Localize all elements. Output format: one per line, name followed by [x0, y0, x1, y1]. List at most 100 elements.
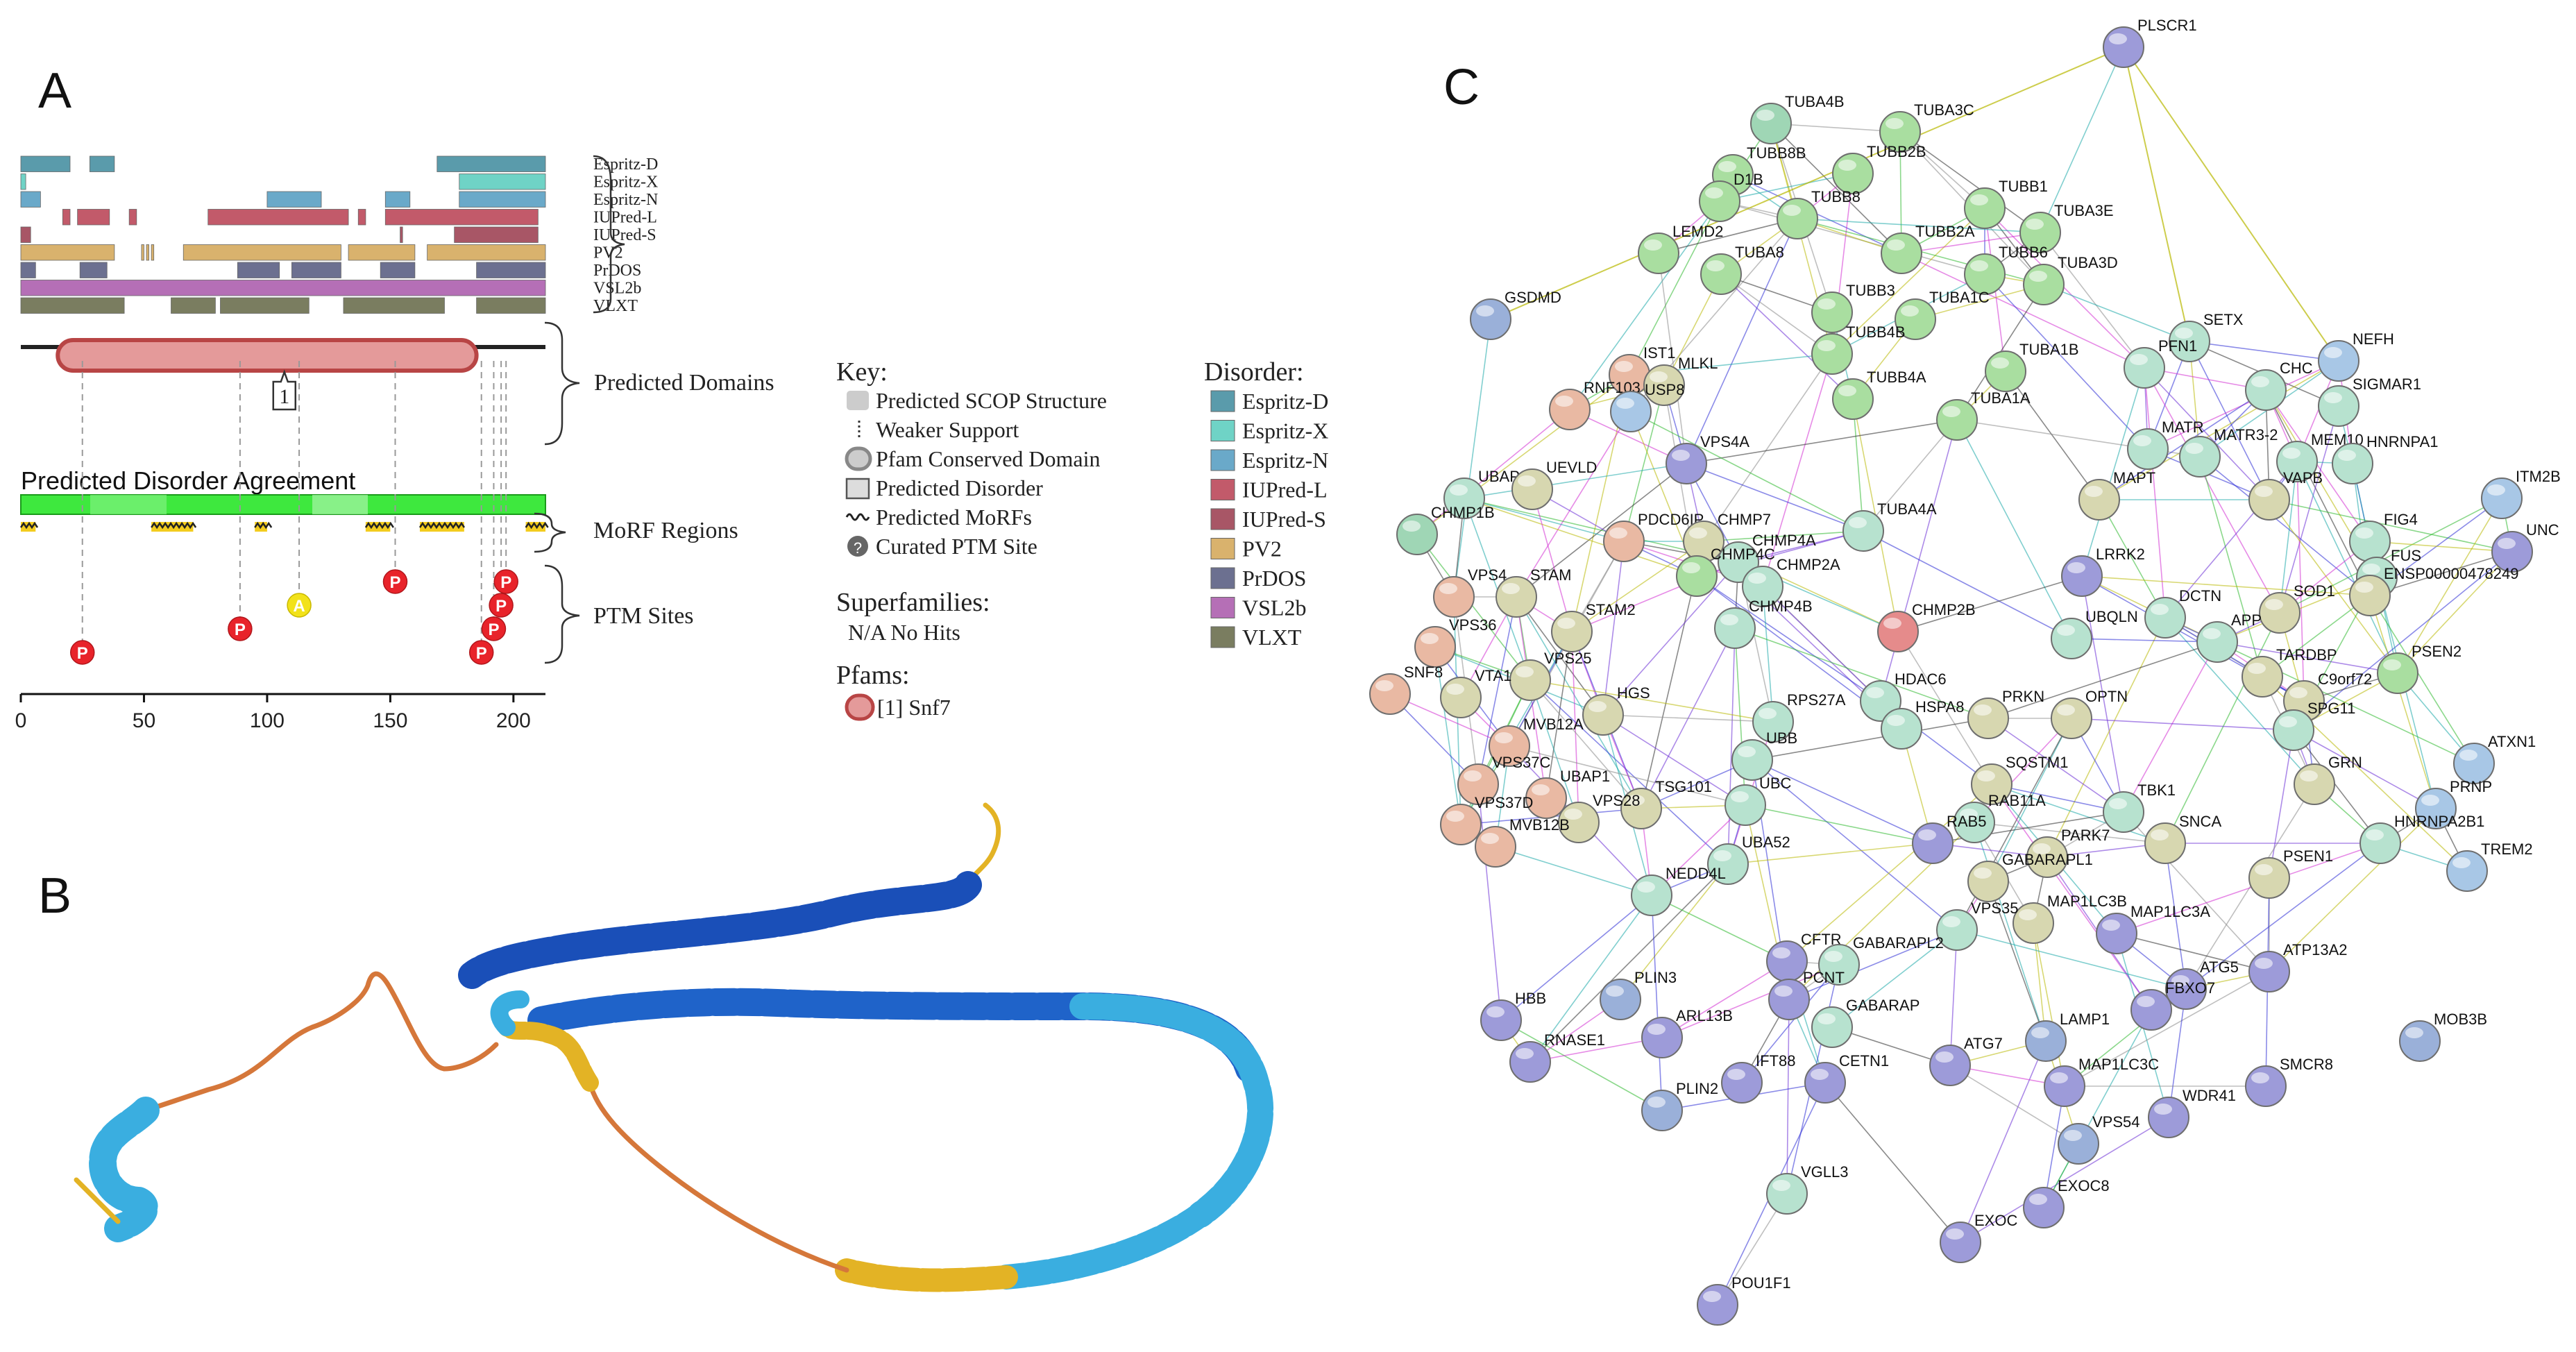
network-edge	[2189, 341, 2270, 500]
network-node: IFT88	[1721, 1052, 1795, 1104]
disorder-legend-swatch	[1210, 567, 1235, 589]
disorder-segment	[128, 209, 137, 226]
node-highlight	[1974, 704, 1992, 716]
network-edge	[1516, 596, 1604, 716]
network-edge	[1602, 561, 1739, 716]
network-node: SMCR8	[2245, 1056, 2333, 1107]
network-node: D1B	[1699, 171, 1763, 222]
network-edge	[1824, 1082, 1961, 1243]
network-edge	[2123, 47, 2339, 362]
node-highlight	[1772, 947, 1790, 958]
domain-number-tag: 1	[272, 369, 297, 411]
node-label: TARDBP	[2276, 646, 2337, 664]
node-label: UNC	[2526, 521, 2559, 539]
network-nodes: PLSCR1 TUBA4B TUBA3C TUBB8B TUBB2B D1B TUBB1 TU…	[1369, 17, 2561, 1326]
network-node: STAM	[1495, 566, 1571, 618]
axis-tick-label: 0	[15, 709, 27, 732]
network-edge	[2071, 718, 2294, 731]
panel-b-protein-structure	[74, 802, 1274, 1292]
network-edge	[1661, 964, 1840, 1038]
ptm-site-letter: P	[476, 644, 487, 663]
network-edge	[1988, 881, 2047, 1042]
network-node: HGS	[1582, 684, 1650, 736]
network-edge	[1530, 679, 1579, 823]
network-node: HNRNPA1	[2332, 433, 2439, 484]
node-label: TUBA3C	[1914, 101, 1974, 119]
node-label: VGLL3	[1801, 1163, 1849, 1181]
node-label: SIGMAR1	[2353, 375, 2421, 393]
network-node: PRKN	[1967, 688, 2044, 739]
node-label: ATXN1	[2488, 733, 2536, 750]
network-edge	[1762, 586, 1774, 723]
node-highlight	[1713, 850, 1731, 861]
node-label: ATG5	[2200, 958, 2239, 976]
network-edge	[2296, 461, 2398, 674]
network-edge	[1974, 822, 2047, 1042]
node-highlight	[2019, 909, 2037, 920]
node-highlight	[2064, 1130, 2082, 1141]
network-node: UBA52	[1707, 834, 1790, 885]
node-highlight	[1689, 527, 1707, 539]
disorder-legend-swatch	[1210, 626, 1235, 648]
superfamilies-value: N/A No Hits	[848, 620, 960, 645]
node-label: TUBB6	[1999, 244, 2048, 261]
network-node: MOB3B	[2399, 1011, 2487, 1062]
key-legend: Key: Predicted SCOP Structure Weaker Sup…	[836, 357, 1107, 721]
node-label: POU1F1	[1731, 1274, 1791, 1292]
network-edge	[1719, 173, 1854, 202]
ptm-brace	[544, 564, 580, 664]
node-highlight	[2109, 33, 2127, 44]
disorder-segment	[266, 191, 322, 208]
network-node: TARDBP	[2242, 646, 2337, 698]
network-edge	[1752, 759, 1933, 844]
ptm-swatch	[847, 536, 868, 557]
network-edge	[2033, 922, 2065, 1087]
track-label: PV2	[593, 244, 623, 262]
node-label: TUBA8	[1735, 244, 1784, 261]
predicted-disorder-swatch	[845, 478, 870, 500]
node-highlight	[2026, 219, 2044, 230]
network-edge	[1897, 575, 2083, 632]
node-highlight	[1960, 809, 1978, 820]
ptm-site-marker	[493, 569, 518, 594]
network-node: STAM2	[1551, 601, 1636, 652]
panel-label-b: B	[38, 868, 71, 924]
node-highlight	[1502, 583, 1520, 594]
disorder-segment	[20, 191, 41, 208]
node-label: CHMP2A	[1777, 556, 1840, 573]
network-node: CHC	[2245, 360, 2313, 411]
network-node: CHMP1B	[1396, 504, 1495, 555]
ptm-sites-label: PTM Sites	[593, 603, 694, 629]
network-edge	[1988, 641, 2218, 719]
disorder-segment	[237, 262, 280, 278]
disorder-segment	[459, 191, 546, 208]
node-highlight	[2487, 484, 2505, 496]
node-highlight	[1476, 305, 1494, 316]
network-edge	[1500, 1020, 1663, 1111]
disorder-segment	[384, 209, 539, 226]
node-label: C9orf72	[2318, 670, 2372, 688]
network-edge	[1477, 784, 1502, 1021]
network-edge	[1532, 489, 1573, 632]
node-label: OPTN	[2085, 688, 2128, 705]
network-edge	[2064, 971, 2270, 1087]
disorder-legend-swatch	[1210, 420, 1235, 441]
network-edge	[1788, 929, 1958, 1000]
disorder-segment	[151, 244, 155, 261]
node-label: VPS37D	[1475, 794, 1533, 811]
node-highlight	[2133, 435, 2151, 446]
network-edge	[1901, 232, 2041, 254]
disorder-segment	[427, 244, 546, 261]
network-node: UEVLD	[1511, 459, 1597, 510]
axis-ticks: 0 50 100 150 200	[15, 694, 531, 732]
network-edge	[2397, 551, 2513, 674]
node-label: TUBA3D	[2058, 254, 2118, 271]
node-label: MATR	[2162, 419, 2204, 436]
node-label: GABARAP	[1846, 997, 1920, 1014]
node-label: VAPB	[2283, 469, 2323, 487]
node-label: MAP1LC3B	[2047, 893, 2127, 910]
network-node: VPS25	[1509, 650, 1592, 701]
node-label: UBAP1	[1560, 768, 1610, 785]
axis-tick-label: 50	[133, 709, 155, 732]
node-label: VPS4A	[1700, 433, 1749, 450]
